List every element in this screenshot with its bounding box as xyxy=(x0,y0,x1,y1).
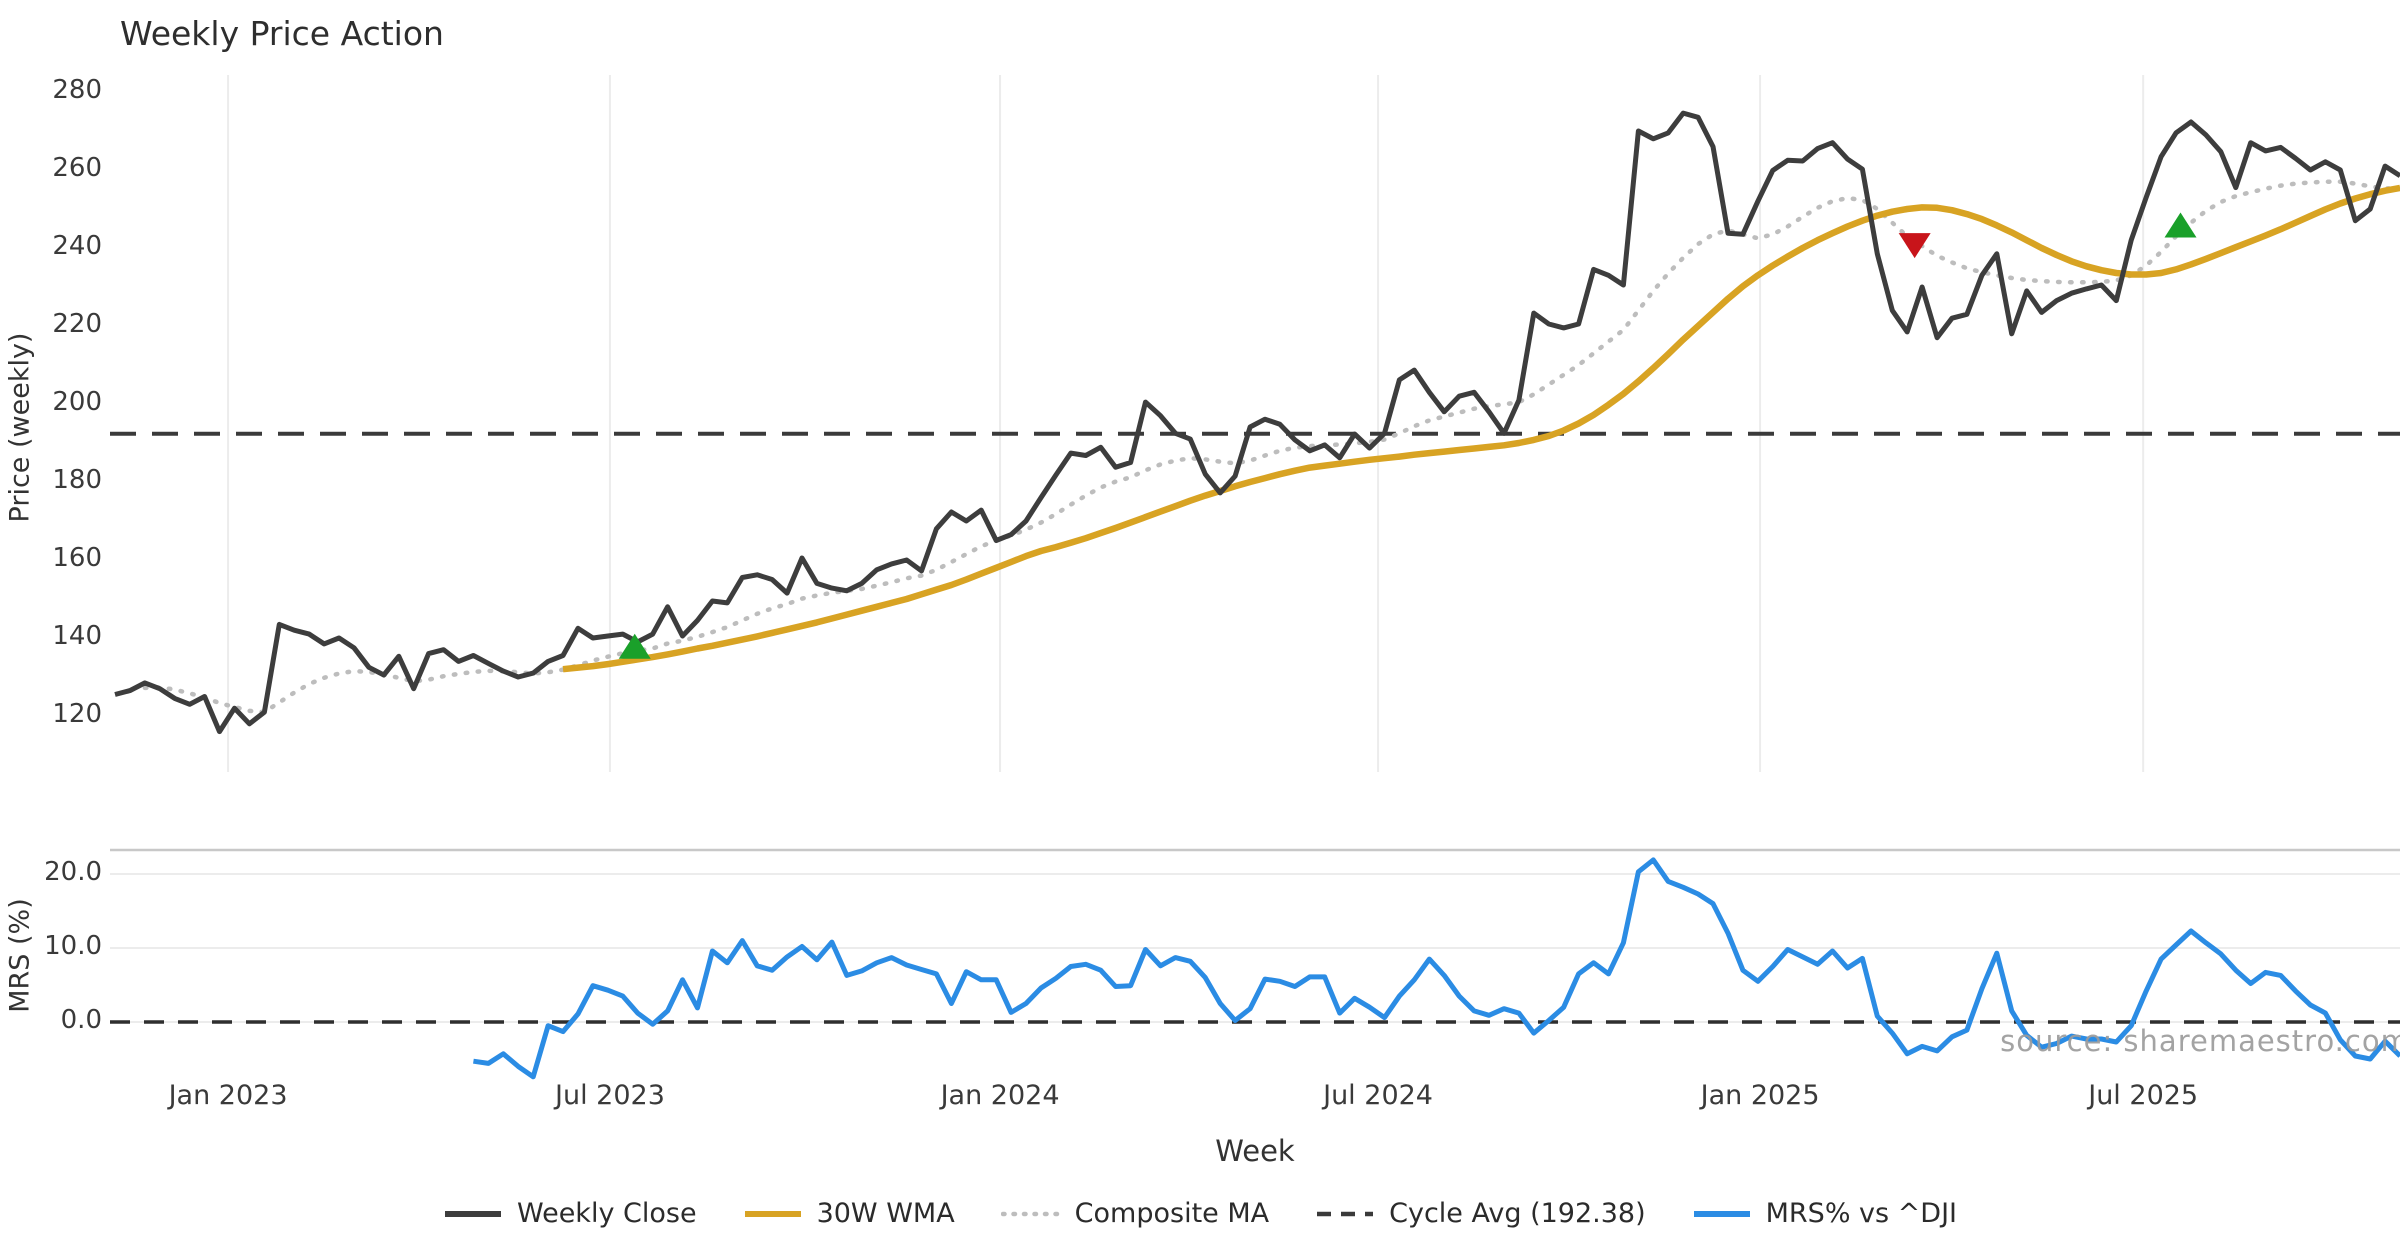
buy-signal-marker xyxy=(2164,212,2197,238)
page-title: Weekly Price Action xyxy=(120,14,444,53)
price-y-tick-label: 180 xyxy=(52,465,102,495)
price-y-tick-label: 260 xyxy=(52,153,102,183)
legend-label: Cycle Avg (192.38) xyxy=(1389,1198,1646,1229)
legend-label: Composite MA xyxy=(1074,1198,1270,1229)
buy-signal-marker xyxy=(618,633,651,659)
dashed-line-swatch-icon xyxy=(1317,1211,1374,1216)
legend-item: MRS% vs ^DJI xyxy=(1692,1198,1957,1229)
x-tick-label: Jan 2025 xyxy=(1700,1080,1820,1111)
price-y-tick-label: 140 xyxy=(52,621,102,651)
solid-line-swatch-icon xyxy=(444,1210,501,1217)
legend-item: Composite MA xyxy=(1000,1198,1270,1229)
mrs-y-tick-label: 10.0 xyxy=(44,931,102,961)
x-axis-label: Week xyxy=(1215,1134,1295,1168)
sell-signal-marker xyxy=(1898,233,1931,259)
legend-item: Cycle Avg (192.38) xyxy=(1315,1198,1646,1229)
solid-line-swatch-icon xyxy=(1693,1210,1750,1217)
x-tick-label: Jan 2024 xyxy=(940,1080,1060,1111)
dotted-line-swatch-icon xyxy=(1000,1211,1061,1216)
wma-30w-line xyxy=(562,184,2400,673)
legend-label: MRS% vs ^DJI xyxy=(1765,1198,1958,1229)
price-y-tick-label: 200 xyxy=(52,387,102,417)
mrs-y-tick-label: 0.0 xyxy=(60,1005,102,1035)
legend-item: Weekly Close xyxy=(443,1198,697,1229)
mrs-line xyxy=(473,857,2400,1080)
price-y-tick-label: 160 xyxy=(52,543,102,573)
solid-line-swatch-icon xyxy=(744,1210,801,1217)
price-y-tick-label: 280 xyxy=(52,75,102,105)
x-tick-label: Jul 2025 xyxy=(2088,1080,2199,1111)
legend: Weekly Close 30W WMA Composite MA Cycle Avg… xyxy=(0,1198,2400,1229)
mrs-y-tick-label: 20.0 xyxy=(44,857,102,887)
weekly-close-line xyxy=(114,110,2400,735)
composite-ma-line xyxy=(142,179,2400,715)
legend-label: 30W WMA xyxy=(816,1198,955,1229)
x-tick-label: Jan 2023 xyxy=(168,1080,288,1111)
watermark: source: sharemaestro.com xyxy=(2000,1024,2400,1058)
price-y-tick-label: 240 xyxy=(52,231,102,261)
legend-item: 30W WMA xyxy=(743,1198,955,1229)
x-tick-label: Jul 2024 xyxy=(1323,1080,1433,1111)
price-y-tick-label: 220 xyxy=(52,309,102,339)
price-y-tick-label: 120 xyxy=(52,699,102,729)
x-tick-label: Jul 2023 xyxy=(555,1080,665,1111)
legend-label: Weekly Close xyxy=(516,1198,697,1229)
